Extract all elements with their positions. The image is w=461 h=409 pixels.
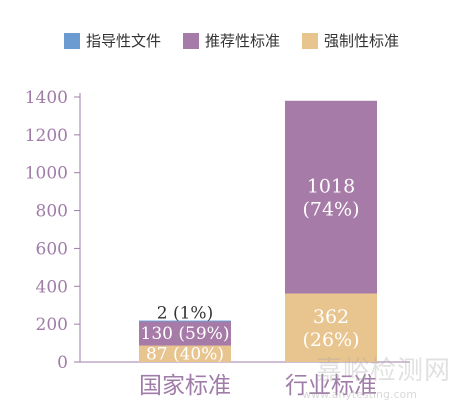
data-label: (74%) bbox=[302, 198, 359, 220]
bar-segment bbox=[139, 345, 231, 362]
y-tick-label: 1400 bbox=[25, 88, 68, 108]
y-tick-label: 600 bbox=[36, 239, 68, 259]
legend-item: 指导性文件 bbox=[64, 30, 161, 51]
bar-segment bbox=[139, 320, 231, 322]
watermark-text: 嘉峪检测网 bbox=[315, 356, 451, 386]
bar-segment bbox=[139, 320, 231, 346]
legend-swatch bbox=[183, 32, 200, 49]
y-tick-label: 1000 bbox=[25, 164, 68, 184]
legend-swatch bbox=[64, 32, 80, 49]
category-label: 行业标准 bbox=[285, 373, 377, 399]
y-tick-label: 200 bbox=[36, 315, 68, 335]
data-label: 2 (1%) bbox=[157, 303, 213, 323]
bar-segment bbox=[285, 293, 377, 362]
data-label: 1018 bbox=[307, 175, 355, 197]
data-label: 87 (40%) bbox=[146, 345, 224, 365]
data-label: 130 (59%) bbox=[141, 324, 230, 344]
category-label: 国家标准 bbox=[139, 373, 231, 399]
y-tick-label: 0 bbox=[57, 353, 68, 373]
y-tick-label: 800 bbox=[36, 202, 68, 222]
data-label: (26%) bbox=[302, 329, 359, 351]
legend-label: 强制性标准 bbox=[324, 32, 400, 50]
legend: 指导性文件 推荐性标准 强制性标准 bbox=[64, 30, 421, 51]
watermark-url: www.anytesting.com bbox=[302, 388, 417, 401]
y-tick-label: 1200 bbox=[25, 126, 68, 146]
y-tick-label: 400 bbox=[36, 277, 68, 297]
legend-label: 推荐性标准 bbox=[205, 32, 281, 50]
bar-segment bbox=[285, 100, 377, 294]
legend-label: 指导性文件 bbox=[86, 32, 162, 50]
legend-item: 强制性标准 bbox=[302, 30, 399, 51]
data-label: 362 bbox=[313, 306, 349, 328]
legend-swatch bbox=[302, 32, 319, 49]
legend-item: 推荐性标准 bbox=[183, 30, 280, 51]
